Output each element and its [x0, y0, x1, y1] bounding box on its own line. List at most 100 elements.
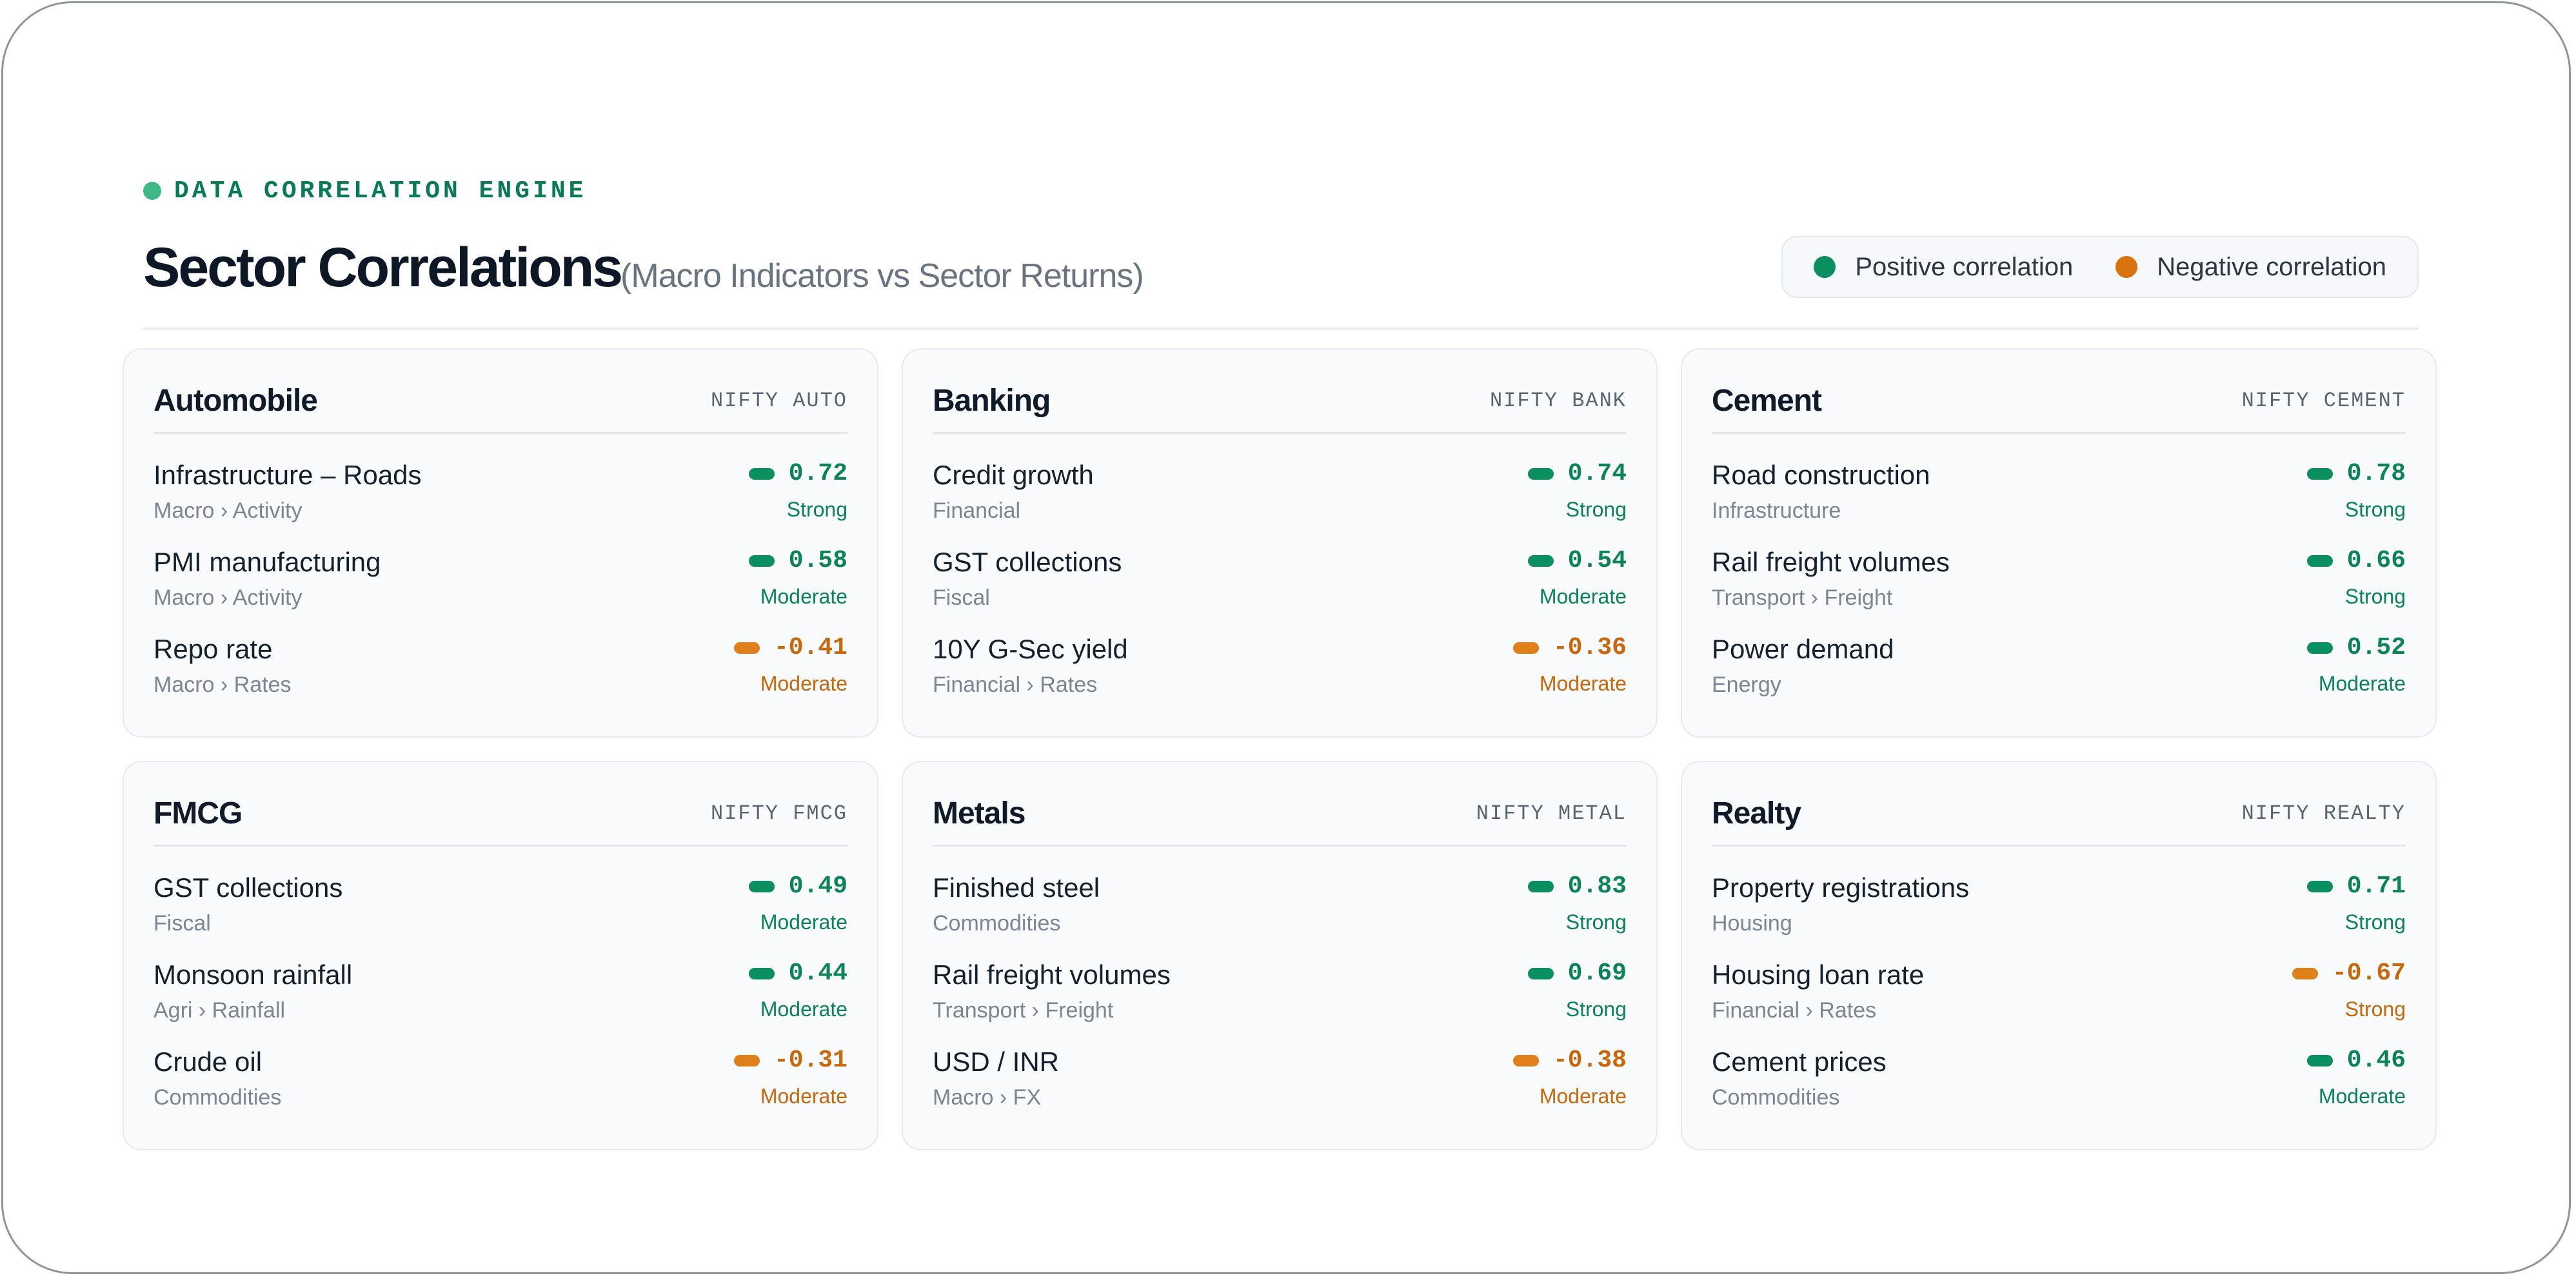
correlation-block: 0.83 Strong: [1527, 863, 1627, 950]
correlation-row: Crude oil Commodities -0.31 Moderate: [154, 1037, 847, 1125]
correlation-block: -0.31 Moderate: [733, 1037, 847, 1125]
correlation-number: 0.72: [788, 460, 847, 487]
correlation-pill-icon: [2292, 967, 2318, 979]
indicator-name: Housing loan rate: [1712, 959, 1925, 990]
status-dot-icon: [143, 182, 161, 200]
correlation-pill-icon: [748, 967, 775, 979]
correlation-value: 0.58: [748, 547, 847, 575]
sector-index: NIFTY METAL: [1476, 801, 1627, 825]
correlation-strength: Moderate: [2318, 672, 2406, 695]
indicator-category: Macro › Activity: [154, 498, 302, 523]
correlation-strength: Moderate: [760, 672, 847, 695]
indicator-name: Rail freight volumes: [1712, 547, 1950, 577]
indicator-name: GST collections: [933, 547, 1122, 577]
correlation-value: 0.52: [2306, 634, 2406, 662]
correlation-strength: Moderate: [1539, 672, 1627, 695]
sector-index: NIFTY BANK: [1489, 388, 1627, 413]
card-header: Automobile NIFTY AUTO: [154, 369, 847, 434]
indicator-name: Rail freight volumes: [933, 959, 1171, 990]
indicator-block: Crude oil Commodities: [154, 1037, 281, 1125]
indicator-name: Finished steel: [933, 872, 1100, 903]
sector-index: NIFTY FMCG: [710, 801, 847, 825]
indicator-category: Housing: [1712, 911, 1792, 936]
sector-name: Realty: [1712, 796, 1801, 831]
correlation-number: 0.78: [2346, 460, 2406, 487]
correlation-pill-icon: [733, 1054, 760, 1067]
page-subtitle: (Macro Indicators vs Sector Returns): [620, 257, 1144, 295]
indicator-category: Agri › Rainfall: [154, 998, 286, 1023]
correlation-row: Rail freight volumes Transport › Freight…: [1712, 538, 2406, 625]
correlation-list: GST collections Fiscal 0.49 Moderate Mon…: [154, 847, 847, 1125]
correlation-number: 0.71: [2346, 872, 2406, 900]
correlation-block: 0.54 Moderate: [1527, 538, 1627, 625]
correlation-number: -0.41: [773, 634, 847, 662]
indicator-category: Macro › Rates: [154, 673, 292, 697]
correlation-pill-icon: [748, 467, 775, 480]
indicator-name: GST collections: [154, 872, 343, 903]
correlation-pill-icon: [1512, 1054, 1539, 1067]
eyebrow: DATA CORRELATION ENGINE: [143, 174, 2419, 208]
correlation-row: Repo rate Macro › Rates -0.41 Moderate: [154, 625, 847, 712]
legend-item-negative: Negative correlation: [2115, 253, 2386, 282]
indicator-category: Infrastructure: [1712, 498, 1841, 523]
correlation-number: 0.54: [1567, 547, 1627, 575]
correlation-value: 0.54: [1527, 547, 1627, 575]
correlation-number: 0.58: [788, 547, 847, 575]
header-divider: [143, 328, 2419, 329]
correlation-value: -0.67: [2292, 959, 2406, 987]
correlation-pill-icon: [2306, 467, 2333, 480]
indicator-block: Housing loan rate Financial › Rates: [1712, 950, 1924, 1037]
correlation-block: 0.69 Strong: [1527, 950, 1627, 1037]
indicator-block: Rail freight volumes Transport › Freight: [933, 950, 1171, 1037]
indicator-category: Transport › Freight: [933, 998, 1114, 1023]
correlation-block: 0.52 Moderate: [2306, 625, 2406, 712]
correlation-block: 0.74 Strong: [1527, 451, 1627, 538]
correlation-strength: Moderate: [760, 1085, 847, 1108]
correlation-row: Cement prices Commodities 0.46 Moderate: [1712, 1037, 2406, 1125]
indicator-block: Rail freight volumes Transport › Freight: [1712, 538, 1950, 625]
card-header: FMCG NIFTY FMCG: [154, 782, 847, 847]
correlation-block: -0.38 Moderate: [1512, 1037, 1627, 1125]
indicator-block: Credit growth Financial: [933, 451, 1094, 538]
indicator-category: Fiscal: [154, 911, 211, 936]
correlation-list: Road construction Infrastructure 0.78 St…: [1712, 434, 2406, 712]
correlation-pill-icon: [2306, 880, 2333, 892]
positive-dot-icon: [1814, 256, 1836, 278]
correlation-number: 0.46: [2346, 1047, 2406, 1074]
sector-name: FMCG: [154, 796, 243, 831]
indicator-category: Energy: [1712, 673, 1781, 697]
correlation-strength: Strong: [2344, 998, 2406, 1021]
indicator-name: Repo rate: [154, 634, 273, 664]
card-header: Banking NIFTY BANK: [933, 369, 1627, 434]
correlation-block: 0.78 Strong: [2306, 451, 2406, 538]
sector-grid: Automobile NIFTY AUTO Infrastructure – R…: [123, 348, 2437, 1150]
correlation-row: Housing loan rate Financial › Rates -0.6…: [1712, 950, 2406, 1037]
sector-name: Cement: [1712, 383, 1822, 418]
correlation-pill-icon: [1527, 880, 1554, 892]
correlation-number: 0.74: [1567, 460, 1627, 487]
indicator-name: Credit growth: [933, 460, 1094, 490]
indicator-category: Fiscal: [933, 585, 990, 610]
correlation-pill-icon: [1527, 967, 1554, 979]
correlation-strength: Strong: [2344, 498, 2406, 521]
correlation-pill-icon: [2306, 1054, 2333, 1067]
sector-card: Automobile NIFTY AUTO Infrastructure – R…: [123, 348, 878, 738]
indicator-block: PMI manufacturing Macro › Activity: [154, 538, 381, 625]
correlation-strength: Strong: [786, 498, 847, 521]
sector-name: Automobile: [154, 383, 318, 418]
indicator-block: Monsoon rainfall Agri › Rainfall: [154, 950, 352, 1037]
indicator-category: Financial › Rates: [933, 673, 1098, 697]
indicator-block: Finished steel Commodities: [933, 863, 1100, 950]
correlation-list: Property registrations Housing 0.71 Stro…: [1712, 847, 2406, 1125]
correlation-list: Credit growth Financial 0.74 Strong GST …: [933, 434, 1627, 712]
correlation-row: Power demand Energy 0.52 Moderate: [1712, 625, 2406, 712]
correlation-row: Infrastructure – Roads Macro › Activity …: [154, 451, 847, 538]
correlation-row: Road construction Infrastructure 0.78 St…: [1712, 451, 2406, 538]
sector-card: Banking NIFTY BANK Credit growth Financi…: [902, 348, 1658, 738]
indicator-name: 10Y G-Sec yield: [933, 634, 1128, 664]
sector-card: Realty NIFTY REALTY Property registratio…: [1681, 761, 2437, 1150]
correlation-number: 0.52: [2346, 634, 2406, 662]
correlation-strength: Moderate: [760, 910, 847, 934]
correlation-number: -0.67: [2332, 959, 2406, 987]
